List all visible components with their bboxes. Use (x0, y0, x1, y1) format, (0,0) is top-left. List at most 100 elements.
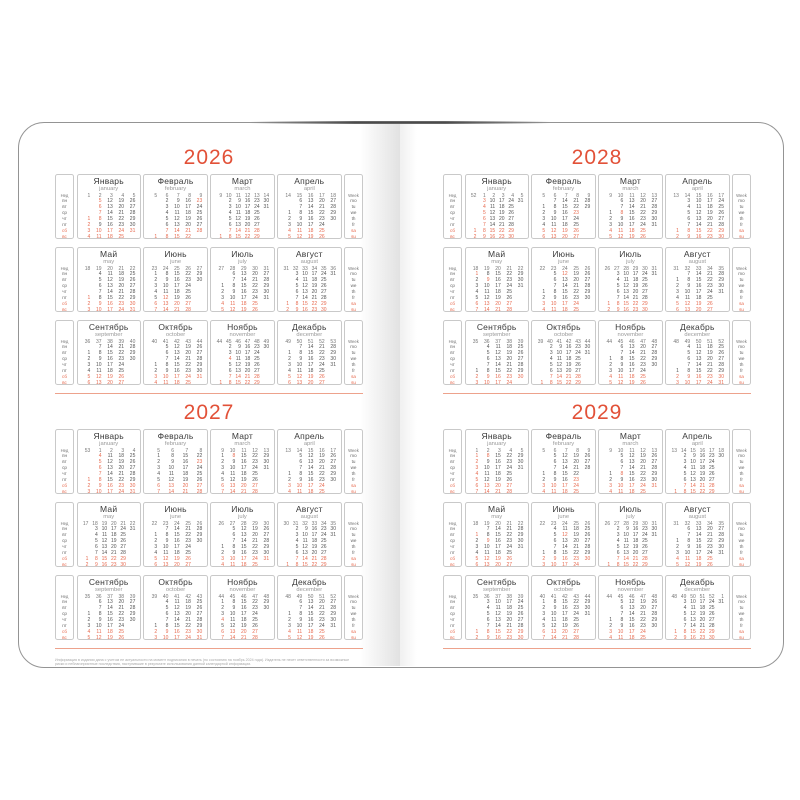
month-card-2028-september: Сентябрь september 35 36 37 38 39 4 11 18 25 5 12 19 2… (464, 320, 529, 385)
day-cell: 31 (651, 271, 658, 278)
day-cell: 25 (506, 471, 513, 478)
day-cell: 19 (632, 544, 639, 551)
month-name-en: may (103, 514, 115, 520)
day-cell: 12 (695, 210, 702, 217)
day-cell: 20 (506, 356, 513, 363)
day-cell: 11 (551, 488, 557, 494)
day-of-week-label: сб (62, 300, 67, 306)
month-grid: 1 2 3 4 5 1 8 15 22 29 2 9 16 23 30 3 10 17 24 31 4 11 18 25 5 12… (469, 448, 525, 493)
month-row: Нед пн вт ср чт пт сб вс Сентябрь september 35 36 37… (55, 575, 363, 640)
day-cell: 18 (629, 634, 635, 640)
day-cell: 26 (129, 459, 136, 466)
day-cell: 6 (620, 605, 624, 612)
day-of-week-label: чт (450, 216, 455, 222)
week-number: 9 (609, 192, 613, 199)
day-cell: 15 (101, 555, 108, 562)
day-cell: 30 (330, 216, 336, 223)
day-cell: 3 (475, 283, 479, 290)
day-cell: 9 (620, 216, 624, 223)
day-cell: 20 (695, 306, 702, 312)
day-cell: 11 (484, 550, 490, 557)
day-cell: 1 (87, 350, 91, 357)
day-cell: 9 (98, 300, 102, 307)
month-name-ru: Июль (619, 504, 642, 514)
week-number: 30 (283, 520, 290, 527)
month-card-2029-june: Июнь june 22 23 24 25 26 4 11 18 25 5 12 19 26 6 13 20 27 7… (531, 502, 596, 567)
day-cell: 10 (483, 465, 490, 472)
day-cell: 25 (642, 538, 648, 545)
page-gutter-shadow-right (400, 124, 417, 666)
day-cell: 22 (252, 544, 258, 551)
day-cell: 7 (486, 623, 490, 630)
day-cell: 21 (118, 605, 125, 612)
day-cell: 26 (651, 599, 658, 606)
day-cell: 26 (573, 623, 579, 630)
day-cell: 27 (330, 459, 336, 466)
day-cell: 22 (699, 628, 706, 635)
day-cell: 9 (626, 526, 629, 533)
week-number: 50 (695, 338, 702, 345)
day-cell: 23 (575, 344, 581, 351)
day-cell: 25 (517, 344, 524, 351)
day-of-week-label: su (351, 488, 356, 494)
week-number: 4 (511, 192, 514, 199)
day-cell: 14 (562, 465, 568, 472)
day-cell: 4 (683, 465, 687, 472)
day-cell: 27 (196, 611, 203, 618)
day-cell: 9 (620, 477, 624, 484)
day-cell: 26 (321, 544, 327, 551)
month-name-en: october (553, 587, 574, 593)
day-cell: 16 (632, 526, 639, 533)
day-cell: 15 (562, 204, 568, 211)
day-cell: 25 (129, 271, 136, 278)
day-cell: 6 (165, 611, 169, 618)
day-cell: 19 (311, 283, 318, 290)
day-cell: 10 (684, 550, 691, 557)
month-grid: 44 45 46 47 48 49 2 9 16 23 30 3 10 17 24 4 11 18 25 5 12 19 2… (214, 339, 270, 384)
day-cell: 15 (695, 368, 702, 375)
day-cell: 17 (174, 544, 180, 551)
month-card-2026-may: Май may 18 19 20 21 22 4 11 18 25 5 12 19 26 6 13 20 27 7 14… (76, 247, 141, 312)
week-number: 48 (651, 593, 658, 600)
day-cell: 16 (174, 628, 180, 635)
day-cell: 1 (221, 453, 225, 460)
day-cell: 20 (185, 222, 191, 229)
day-cell: 23 (640, 623, 646, 630)
month-name-en: february (552, 186, 575, 192)
day-cell: 23 (185, 538, 191, 545)
day-cell: 2 (154, 368, 158, 375)
month-grid: 22 23 24 25 26 4 11 18 25 5 12 19 26 6 13 20 27 7 14 21 28 1 8… (535, 521, 591, 566)
day-cell: 8 (232, 453, 236, 460)
day-of-week-label: tu (739, 532, 744, 538)
day-cell: 25 (254, 356, 260, 363)
day-cell: 3 (87, 227, 91, 234)
day-cell: 21 (244, 373, 251, 380)
month-name-en: june (558, 259, 570, 265)
day-cell: 14 (174, 617, 180, 624)
month-grid: 18 19 20 21 22 1 8 15 22 29 2 9 16 23 30 3 10 17 24 31 4 11 18… (469, 266, 525, 311)
day-cell: 21 (319, 605, 325, 612)
day-cell: 10 (101, 526, 108, 533)
month-grid: 48 49 50 51 52 6 13 20 27 7 14 21 28 1 8 15 22 29 2 9 16 23 30… (281, 594, 337, 639)
day-of-week-label: su (351, 634, 356, 640)
day-of-week-label: th (351, 289, 356, 295)
day-cell: 26 (707, 300, 713, 307)
day-cell: 26 (118, 373, 125, 380)
day-cell: 23 (506, 634, 513, 640)
day-cell: 30 (263, 289, 270, 296)
day-cell: 9 (683, 634, 687, 640)
week-column-en: Week mo tu we th fr sa su (732, 174, 751, 239)
day-cell: 27 (573, 628, 579, 635)
day-cell: 28 (517, 526, 524, 533)
day-cell: 29 (263, 453, 270, 460)
week-number: 36 (84, 338, 91, 345)
day-cell: 13 (623, 550, 629, 557)
day-cell: 22 (196, 453, 203, 460)
day-cell: 27 (517, 617, 524, 624)
week-number: 25 (185, 520, 191, 527)
day-of-week-label: tu (739, 204, 744, 210)
month-card-2027-august: Август august 30 31 32 33 34 35 2 9 16 23 30 3 10 17 24 3… (277, 502, 342, 567)
day-cell: 3 (288, 623, 291, 630)
day-cell: 30 (263, 550, 270, 557)
day-cell: 16 (562, 555, 568, 562)
